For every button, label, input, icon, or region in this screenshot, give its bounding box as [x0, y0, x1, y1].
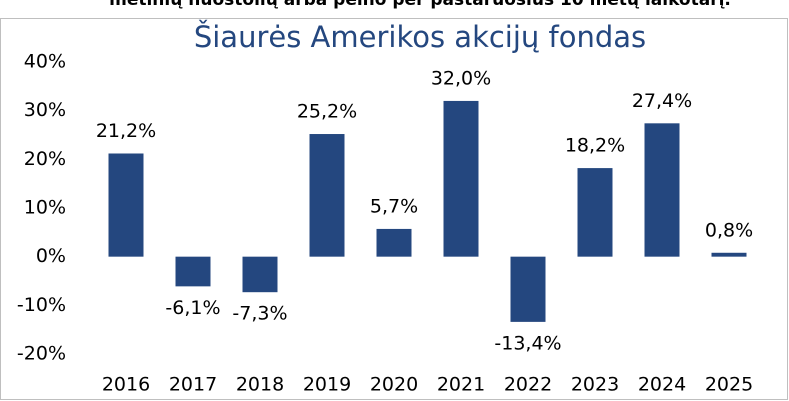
caption: metinių nuostolių arba pelno per pastaru…	[109, 0, 731, 10]
x-tick-label: 2020	[370, 374, 418, 396]
y-tick-label: 20%	[24, 148, 66, 170]
x-tick-label: 2025	[705, 374, 753, 396]
x-tick-label: 2023	[571, 374, 619, 396]
value-label: 0,8%	[705, 219, 753, 241]
x-tick-label: 2022	[504, 374, 552, 396]
value-label: 21,2%	[96, 120, 156, 142]
bar	[510, 256, 546, 322]
x-tick-label: 2018	[236, 374, 284, 396]
bar	[242, 256, 278, 293]
value-label: 18,2%	[565, 135, 625, 157]
value-label: 25,2%	[297, 101, 357, 123]
bar	[577, 168, 613, 257]
y-tick-label: 10%	[24, 197, 66, 219]
value-label: -6,1%	[165, 297, 220, 319]
value-label: 5,7%	[370, 195, 418, 217]
chart-title: Šiaurės Amerikos akcijų fondas	[194, 20, 646, 54]
y-tick-label: -10%	[17, 294, 66, 316]
x-tick-label: 2016	[102, 374, 150, 396]
x-tick-label: 2019	[303, 374, 351, 396]
y-tick-label: -20%	[17, 343, 66, 365]
value-label: -13,4%	[494, 332, 561, 354]
bar	[175, 256, 211, 287]
value-label: 32,0%	[431, 67, 491, 89]
value-label: -7,3%	[232, 303, 287, 325]
y-tick-label: 30%	[24, 99, 66, 121]
x-tick-label: 2021	[437, 374, 485, 396]
bar	[108, 153, 144, 257]
bar	[644, 123, 680, 257]
bar	[711, 252, 747, 257]
x-tick-label: 2024	[638, 374, 686, 396]
bar	[443, 100, 479, 257]
value-label: 27,4%	[632, 90, 692, 112]
y-tick-label: 0%	[36, 245, 66, 267]
x-tick-label: 2017	[169, 374, 217, 396]
bar	[309, 134, 345, 257]
bar	[376, 228, 412, 257]
chart-border	[0, 18, 788, 400]
y-tick-label: 40%	[24, 51, 66, 73]
